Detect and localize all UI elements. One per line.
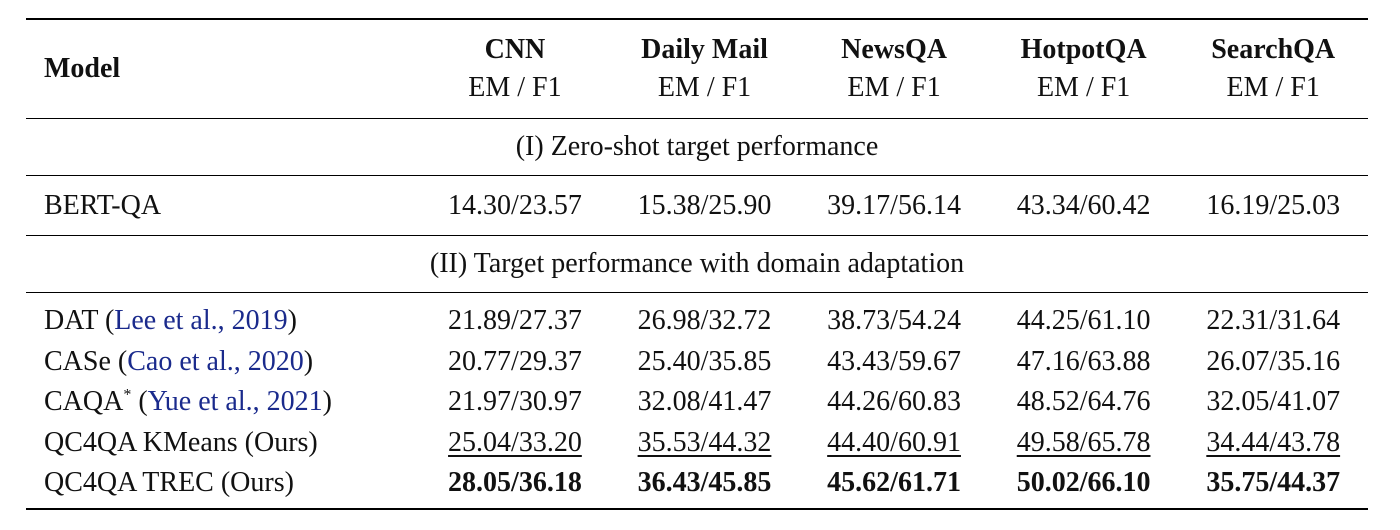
model-name: QC4QA TREC (Ours) bbox=[26, 463, 421, 510]
dataset-name: CNN bbox=[484, 34, 546, 65]
section-title: (I) Zero-shot target performance bbox=[26, 118, 1368, 176]
value-cell-best: 35.75/44.37 bbox=[1178, 463, 1368, 510]
metric-label: EM / F1 bbox=[657, 72, 752, 103]
value-cell: 38.73/54.24 bbox=[827, 305, 961, 337]
metric-label: EM / F1 bbox=[1226, 72, 1320, 103]
value-cell-best: 28.05/36.18 bbox=[420, 463, 610, 510]
model-name-cell: CASe (Cao et al., 2020) bbox=[44, 345, 314, 377]
value-cell-best: 36.43/45.85 bbox=[609, 463, 800, 510]
value-cell: 44.25/61.10 bbox=[1016, 305, 1151, 337]
value-cell: 39.17/56.14 bbox=[799, 175, 989, 236]
value-cell: 43.43/59.67 bbox=[827, 345, 961, 377]
model-name: DAT bbox=[44, 305, 98, 337]
underlined-value: 49.58/65.78 bbox=[1016, 426, 1151, 458]
metric-label: EM / F1 bbox=[1036, 72, 1131, 103]
footnote-mark: * bbox=[123, 386, 132, 404]
value-cell-second-best: 35.53/44.32 bbox=[610, 423, 800, 464]
value-cell-second-best: 25.04/33.20 bbox=[420, 423, 610, 464]
model-name-cell: DAT (Lee et al., 2019) bbox=[44, 305, 297, 337]
underlined-value: 25.04/33.20 bbox=[448, 426, 582, 458]
value-cell: 44.26/60.83 bbox=[827, 386, 961, 418]
value-cell: 26.07/35.16 bbox=[1206, 345, 1341, 377]
value-cell: 32.08/41.47 bbox=[637, 386, 772, 418]
underlined-value: 44.40/60.91 bbox=[827, 426, 961, 458]
value-cell-second-best: 49.58/65.78 bbox=[989, 423, 1179, 464]
model-name: QC4QA KMeans (Ours) bbox=[44, 426, 318, 458]
value-cell: 48.52/64.76 bbox=[1016, 386, 1151, 418]
header-searchqa: SearchQA EM / F1 bbox=[1178, 18, 1368, 119]
value-cell-second-best: 34.44/43.78 bbox=[1178, 423, 1368, 464]
value-cell-best: 45.62/61.71 bbox=[799, 463, 989, 510]
table-row-caqa: CAQA* (Yue et al., 2021) 21.97/30.97 32.… bbox=[26, 382, 1368, 423]
table-row-dat: DAT (Lee et al., 2019) 21.89/27.37 26.98… bbox=[26, 293, 1368, 342]
citation-link[interactable]: Lee et al., 2019 bbox=[114, 305, 288, 337]
value-cell: 21.89/27.37 bbox=[448, 305, 582, 337]
value-cell: 32.05/41.07 bbox=[1206, 386, 1341, 418]
value-cell: 14.30/23.57 bbox=[420, 175, 610, 236]
value-cell-best: 50.02/66.10 bbox=[988, 463, 1179, 510]
value-cell: 47.16/63.88 bbox=[1016, 345, 1151, 377]
table-row-qc4qa-trec: QC4QA TREC (Ours) 28.05/36.18 36.43/45.8… bbox=[26, 463, 1368, 510]
dataset-name: HotpotQA bbox=[1020, 34, 1147, 65]
header-hotpotqa: HotpotQA EM / F1 bbox=[988, 18, 1179, 119]
value-cell: 25.40/35.85 bbox=[637, 345, 772, 377]
header-row: Model CNN EM / F1 Daily Mail EM / F1 NewsQ… bbox=[26, 18, 1368, 119]
value-cell: 16.19/25.03 bbox=[1178, 175, 1368, 236]
citation-link[interactable]: Cao et al., 2020 bbox=[127, 345, 304, 377]
header-newsqa: NewsQA EM / F1 bbox=[799, 18, 989, 119]
value-cell: 43.34/60.42 bbox=[988, 175, 1179, 236]
results-table: Model CNN EM / F1 Daily Mail EM / F1 NewsQ… bbox=[26, 18, 1368, 510]
underlined-value: 34.44/43.78 bbox=[1206, 426, 1341, 458]
header-dailymail: Daily Mail EM / F1 bbox=[609, 18, 800, 119]
dataset-name: SearchQA bbox=[1211, 34, 1336, 65]
model-name: CASe bbox=[44, 345, 111, 377]
model-name: CAQA bbox=[44, 386, 124, 418]
model-name: BERT-QA bbox=[26, 175, 421, 236]
value-cell: 26.98/32.72 bbox=[637, 305, 772, 337]
value-cell: 21.97/30.97 bbox=[448, 386, 582, 418]
section-zero-shot: (I) Zero-shot target performance bbox=[26, 118, 1368, 176]
model-name-cell: CAQA* (Yue et al., 2021) bbox=[44, 386, 332, 418]
value-cell: 15.38/25.90 bbox=[609, 175, 800, 236]
dataset-name: Daily Mail bbox=[641, 34, 768, 65]
metric-label: EM / F1 bbox=[847, 72, 941, 103]
underlined-value: 35.53/44.32 bbox=[637, 426, 772, 458]
value-cell-second-best: 44.40/60.91 bbox=[799, 423, 989, 464]
header-cnn: CNN EM / F1 bbox=[420, 18, 610, 119]
value-cell: 20.77/29.37 bbox=[448, 345, 582, 377]
section-domain-adaptation: (II) Target performance with domain adap… bbox=[26, 235, 1368, 293]
table-row-qc4qa-kmeans: QC4QA KMeans (Ours) 25.04/33.20 35.53/44… bbox=[26, 423, 1368, 464]
header-model: Model bbox=[26, 18, 421, 119]
metric-label: EM / F1 bbox=[468, 72, 562, 103]
dataset-name: NewsQA bbox=[841, 34, 947, 65]
table-row-case: CASe (Cao et al., 2020) 20.77/29.37 25.4… bbox=[26, 342, 1368, 383]
value-cell: 22.31/31.64 bbox=[1206, 305, 1341, 337]
section-title: (II) Target performance with domain adap… bbox=[26, 235, 1368, 293]
table-row-bert-qa: BERT-QA 14.30/23.57 15.38/25.90 39.17/56… bbox=[26, 175, 1368, 236]
citation-link[interactable]: Yue et al., 2021 bbox=[147, 386, 323, 418]
